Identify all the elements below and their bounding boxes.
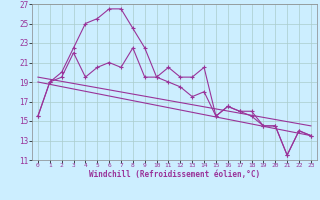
- X-axis label: Windchill (Refroidissement éolien,°C): Windchill (Refroidissement éolien,°C): [89, 170, 260, 179]
